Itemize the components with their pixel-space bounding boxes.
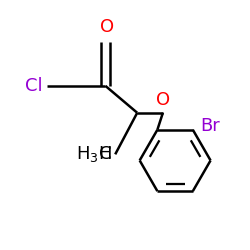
Text: O: O [156, 91, 170, 109]
Text: H: H [98, 145, 112, 163]
Text: O: O [100, 18, 114, 36]
Text: Cl: Cl [26, 77, 43, 95]
Text: Br: Br [200, 117, 220, 135]
Text: H$_3$C: H$_3$C [76, 144, 112, 164]
